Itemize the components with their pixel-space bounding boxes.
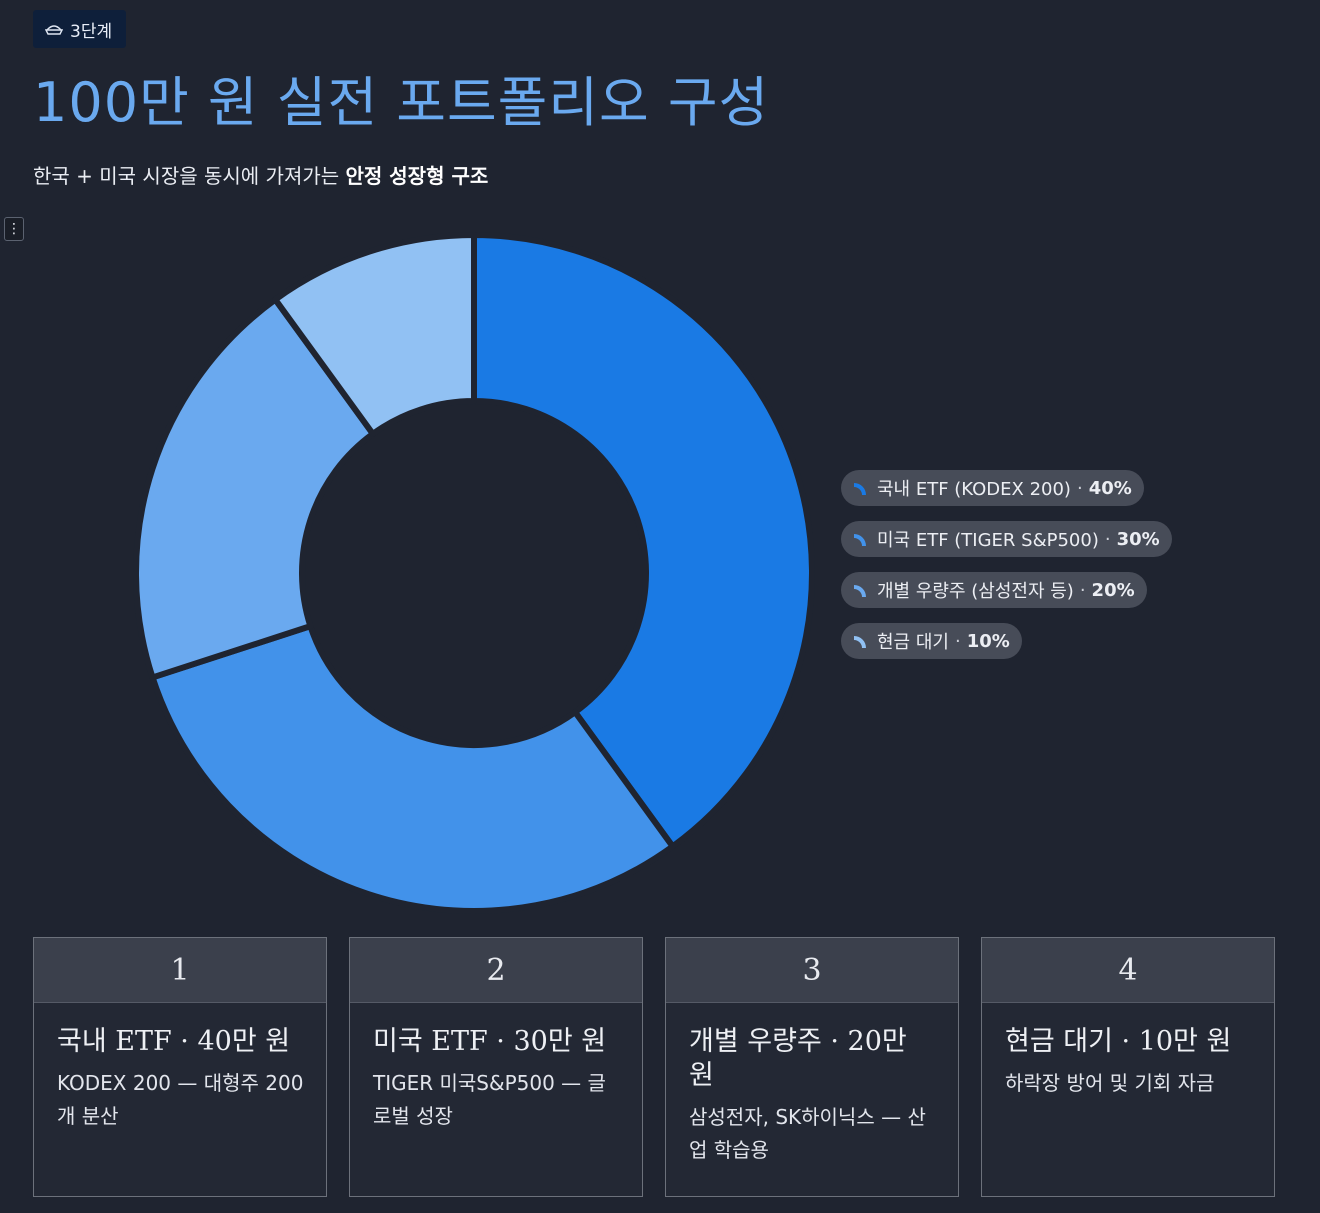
- chart-menu-button[interactable]: ⋮: [4, 217, 24, 241]
- subtitle-emphasis: 안정 성장형 구조: [345, 164, 489, 188]
- donut-segment-icon: [854, 483, 866, 495]
- page-subtitle: 한국 + 미국 시장을 동시에 가져가는 안정 성장형 구조: [33, 160, 488, 189]
- card-title: 현금 대기 · 10만 원: [1005, 1026, 1232, 1057]
- vertical-dots-icon: ⋮: [7, 221, 21, 237]
- step-badge-label: 3단계: [70, 21, 113, 42]
- legend-label: 미국 ETF (TIGER S&P500): [877, 530, 1099, 551]
- card-number: 1: [34, 938, 326, 1003]
- card-title: 국내 ETF · 40만 원: [57, 1026, 291, 1057]
- legend-row: 국내 ETF (KODEX 200) · 40%: [841, 470, 1172, 521]
- card-description: 하락장 방어 및 기회 자금: [1005, 1071, 1215, 1095]
- donut-slice-1[interactable]: [471, 232, 815, 850]
- legend-row: 개별 우량주 (삼성전자 등) · 20%: [841, 572, 1172, 623]
- legend-value: 20%: [1091, 579, 1135, 601]
- card-title: 개별 우량주 · 20만 원: [689, 1026, 907, 1091]
- legend-separator: ·: [954, 630, 961, 652]
- donut-segment-icon: [854, 534, 866, 546]
- legend-label: 국내 ETF (KODEX 200): [877, 479, 1071, 500]
- legend-value: 10%: [966, 630, 1010, 652]
- card-number: 2: [350, 938, 642, 1003]
- legend-row: 현금 대기 · 10%: [841, 623, 1172, 674]
- donut-slice-4[interactable]: [272, 232, 477, 437]
- donut-segment-icon: [854, 636, 866, 648]
- donut-segment-icon: [854, 585, 866, 597]
- card-description: KODEX 200 — 대형주 200개 분산: [57, 1071, 304, 1128]
- card-number: 4: [982, 938, 1274, 1003]
- allocation-card: 3 개별 우량주 · 20만 원 삼성전자, SK하이닉스 — 산업 학습용: [665, 937, 959, 1197]
- legend-separator: ·: [1079, 579, 1086, 601]
- donut-slice-2[interactable]: [149, 623, 676, 914]
- legend-label: 개별 우량주 (삼성전자 등): [877, 581, 1074, 602]
- pie-dish-icon: [45, 25, 63, 35]
- legend-label: 현금 대기: [877, 632, 949, 653]
- page-title: 100만 원 실전 포트폴리오 구성: [33, 71, 770, 134]
- legend-item[interactable]: 국내 ETF (KODEX 200) · 40%: [841, 470, 1144, 506]
- legend-separator: ·: [1104, 528, 1111, 550]
- subtitle-text: 한국 + 미국 시장을 동시에 가져가는: [33, 164, 346, 188]
- legend-item[interactable]: 개별 우량주 (삼성전자 등) · 20%: [841, 572, 1147, 608]
- allocation-card: 4 현금 대기 · 10만 원 하락장 방어 및 기회 자금: [981, 937, 1275, 1197]
- chart-legend: 국내 ETF (KODEX 200) · 40% 미국 ETF (TIGER S&P5…: [841, 470, 1172, 674]
- card-description: TIGER 미국S&P500 — 글로벌 성장: [373, 1071, 606, 1128]
- step-badge: 3단계: [33, 10, 127, 48]
- donut-chart: [133, 232, 815, 914]
- legend-row: 미국 ETF (TIGER S&P500) · 30%: [841, 521, 1172, 572]
- legend-item[interactable]: 미국 ETF (TIGER S&P500) · 30%: [841, 521, 1172, 557]
- allocation-card: 2 미국 ETF · 30만 원 TIGER 미국S&P500 — 글로벌 성장: [349, 937, 643, 1197]
- card-number: 3: [666, 938, 958, 1003]
- donut-slice-3[interactable]: [133, 296, 376, 681]
- legend-value: 40%: [1088, 477, 1132, 499]
- legend-value: 30%: [1116, 528, 1160, 550]
- legend-item[interactable]: 현금 대기 · 10%: [841, 623, 1022, 659]
- card-description: 삼성전자, SK하이닉스 — 산업 학습용: [689, 1105, 926, 1162]
- allocation-card: 1 국내 ETF · 40만 원 KODEX 200 — 대형주 200개 분산: [33, 937, 327, 1197]
- card-title: 미국 ETF · 30만 원: [373, 1026, 607, 1057]
- legend-separator: ·: [1076, 477, 1083, 499]
